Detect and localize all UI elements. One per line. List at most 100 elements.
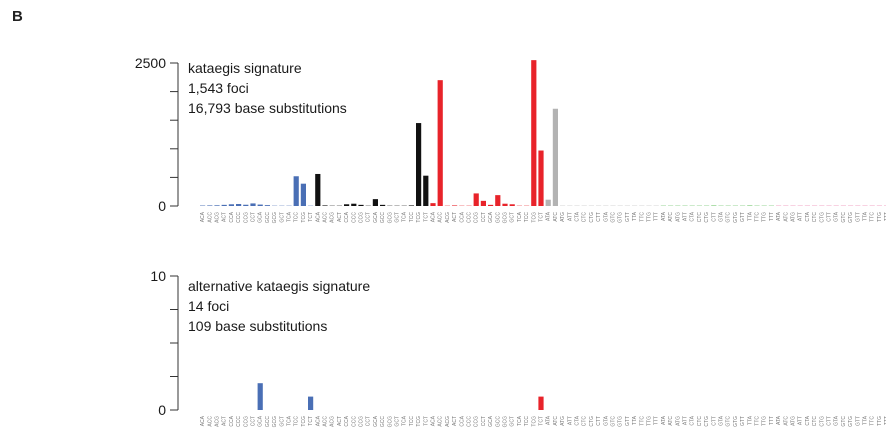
x-tick-label: GTA (834, 415, 840, 426)
x-tick-label: TTG (762, 212, 768, 222)
bar (243, 204, 249, 206)
x-tick-label: GTT (625, 416, 631, 426)
panel-label: B (12, 8, 23, 25)
x-tick-label: TCT (308, 416, 314, 426)
bar (257, 204, 263, 206)
x-tick-label: CCT (251, 416, 257, 426)
bar (221, 204, 227, 206)
chart-panel-1: 2500 0 kataegis signature 1,543 foci 16,793 … (135, 55, 886, 223)
x-tick-label: GCA (488, 211, 494, 223)
x-tick-label: ATA (776, 211, 782, 221)
x-tick-label: CCA (229, 415, 235, 426)
x-tick-label: ACC (207, 416, 213, 427)
x-tick-label: ATC (783, 416, 789, 426)
x-tick-label: GCC (265, 212, 271, 224)
bar (416, 123, 422, 206)
x-tick-label: GCT (395, 212, 401, 223)
annotation-line: 109 base substitutions (188, 318, 327, 334)
annotation-line: 16,793 base substitutions (188, 100, 347, 116)
x-tick-label: TCT (423, 212, 429, 222)
x-tick-label: GCG (503, 212, 509, 224)
x-tick-label: TTG (762, 416, 768, 426)
x-tick-label: TCG (301, 416, 307, 427)
x-tick-label: GCC (495, 416, 501, 428)
bar (300, 183, 306, 206)
x-tick-label: CTC (582, 416, 588, 427)
x-tick-label: GCA (258, 415, 264, 427)
x-tick-label: TTT (654, 416, 660, 425)
annotation-line: kataegis signature (188, 60, 302, 76)
x-tick-label: ACC (207, 212, 213, 223)
bar (250, 203, 256, 206)
x-tick-label: GTC (611, 212, 617, 223)
x-tick-label: GCC (265, 416, 271, 428)
x-tick-label: TCT (539, 212, 545, 222)
bar (315, 173, 321, 206)
x-tick-label: ATG (675, 416, 681, 426)
annotation-line: 14 foci (188, 298, 229, 314)
bar (408, 205, 414, 206)
x-tick-label: GCG (387, 416, 393, 428)
x-tick-label: ACG (215, 212, 221, 223)
x-tick-label: GCA (373, 415, 379, 427)
x-tick-label: CTA (575, 415, 581, 425)
x-tick-label: ATC (553, 416, 559, 426)
x-tick-label: CTT (596, 416, 602, 426)
x-tick-label: ATC (553, 212, 559, 222)
x-tick-label: GCC (380, 416, 386, 428)
x-tick-label: ACT (337, 212, 343, 222)
x-tick-label: ACC (323, 212, 329, 223)
x-tick-label: CCG (359, 212, 365, 223)
x-tick-label: TTG (877, 416, 883, 426)
x-tick-label: GTA (719, 415, 725, 426)
x-tick-label: GCA (258, 211, 264, 223)
x-tick-label: CCT (366, 212, 372, 222)
x-tick-label: ATG (560, 416, 566, 426)
x-tick-label: GTA (603, 415, 609, 426)
bar (308, 396, 314, 410)
x-tick-label: GTC (841, 416, 847, 427)
x-tick-label: GTA (834, 211, 840, 222)
x-tick-label: CTT (711, 416, 717, 426)
x-tick-label: ATC (668, 416, 674, 426)
x-tick-label: ACT (452, 416, 458, 426)
x-tick-label: GCC (380, 212, 386, 224)
bar (257, 383, 263, 410)
x-tick-label: CCG (474, 416, 480, 427)
x-tick-label: ATG (675, 212, 681, 222)
x-tick-label: GTG (618, 212, 624, 223)
x-tick-label: CTG (589, 416, 595, 427)
x-tick-label: GCG (503, 416, 509, 428)
x-tick-label: TCC (524, 416, 530, 427)
x-tick-label: CTA (690, 415, 696, 425)
x-tick-label: ACA (200, 415, 206, 426)
x-tick-label: CCG (243, 212, 249, 223)
x-tick-label: GCA (373, 211, 379, 223)
bar (293, 176, 299, 206)
x-tick-label: ACG (215, 416, 221, 427)
x-tick-label: GTG (848, 416, 854, 427)
x-tick-label: CTG (704, 416, 710, 427)
x-tick-label: CTG (819, 416, 825, 427)
y-tick-label: 0 (158, 402, 166, 418)
x-tick-label: ACA (200, 211, 206, 222)
x-tick-label: CCC (236, 212, 242, 223)
x-tick-label: GCG (387, 212, 393, 224)
x-tick-label: ACC (438, 212, 444, 223)
x-tick-label: CCA (229, 211, 235, 222)
x-tick-label: ACG (445, 416, 451, 427)
bar (473, 193, 479, 206)
x-tick-label: GTT (740, 416, 746, 426)
x-tick-label: ATA (661, 415, 667, 425)
x-tick-label: ATT (683, 416, 689, 425)
x-tick-label: TTA (747, 211, 753, 221)
x-tick-label: ATT (567, 416, 573, 425)
x-tick-label: GCG (272, 212, 278, 224)
bar (538, 150, 544, 206)
x-tick-label: TTA (863, 415, 869, 425)
x-tick-label: ATA (546, 415, 552, 425)
bar (531, 60, 537, 206)
x-tick-label: CTC (697, 416, 703, 427)
x-tick-label: CCC (467, 416, 473, 427)
x-tick-label: CCG (474, 212, 480, 223)
